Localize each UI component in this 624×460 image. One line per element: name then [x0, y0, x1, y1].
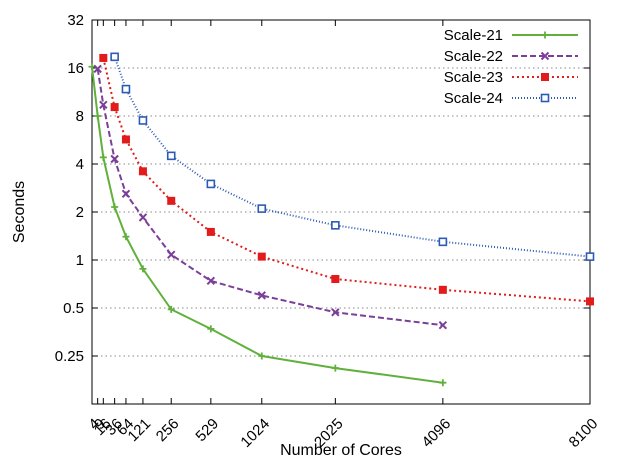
data-point-scale-21	[439, 379, 447, 387]
y-tick-label: 0.5	[63, 300, 84, 317]
data-series	[88, 52, 595, 387]
legend: Scale-21 Scale-22 Scale-23 Scale-24	[444, 27, 578, 107]
data-point-scale-21	[111, 203, 119, 211]
x-tick-label: 8100	[566, 415, 602, 451]
data-point-scale-22	[438, 320, 448, 330]
data-point-scale-21	[94, 112, 102, 120]
y-axis-label: Seconds	[11, 181, 28, 243]
series-line-scale-22	[96, 68, 444, 327]
data-point-scale-22	[121, 189, 131, 199]
y-tick-label: 2	[76, 204, 84, 221]
legend-label-scale-22: Scale-22	[444, 48, 503, 65]
data-point-scale-22	[138, 213, 148, 222]
x-tick-label: 256	[153, 415, 183, 445]
x-axis-label: Number of Cores	[280, 442, 402, 459]
data-point-scale-24	[331, 221, 340, 230]
data-point-scale-24	[110, 52, 119, 62]
series-scale-21	[88, 63, 447, 387]
legend-marker-scale-23	[541, 73, 549, 81]
legend-marker-scale-22	[540, 51, 550, 61]
x-tick-label: 1024	[237, 415, 273, 451]
data-point-scale-22	[257, 291, 266, 300]
data-point-scale-24	[121, 84, 131, 94]
data-point-scale-21	[122, 233, 130, 241]
data-point-scale-23	[121, 135, 130, 144]
y-tick-label: 32	[67, 12, 84, 29]
legend-label-scale-23: Scale-23	[444, 69, 503, 86]
y-tick-label: 4	[76, 156, 84, 173]
data-point-scale-21	[139, 265, 147, 273]
series-scale-22	[93, 64, 448, 330]
data-point-scale-21	[167, 305, 175, 313]
series-scale-24	[110, 52, 595, 261]
x-tick-label: 529	[192, 415, 222, 445]
data-point-scale-22	[167, 250, 176, 259]
data-point-scale-23	[110, 103, 119, 112]
series-line-scale-21	[91, 66, 444, 384]
data-point-scale-24	[206, 179, 216, 189]
data-point-scale-23	[99, 53, 108, 62]
y-tick-label: 16	[67, 60, 84, 77]
data-point-scale-22	[93, 64, 102, 74]
y-tick-label: 8	[76, 108, 84, 125]
series-line-scale-24	[113, 56, 591, 258]
y-tick-label: 1	[76, 252, 84, 269]
data-point-scale-23	[438, 285, 447, 294]
y-tick-label: 0.25	[55, 348, 84, 365]
gridlines	[92, 67, 590, 357]
y-axis: 0.25 0.5 1 2 4 8 16 32	[55, 12, 590, 365]
data-point-scale-23	[257, 252, 266, 261]
data-point-scale-23	[331, 275, 340, 284]
legend-label-scale-21: Scale-21	[444, 27, 503, 44]
data-point-scale-23	[167, 196, 176, 205]
data-point-scale-24	[585, 252, 595, 261]
data-point-scale-22	[206, 276, 216, 286]
series-scale-23	[99, 53, 594, 306]
data-point-scale-21	[99, 153, 107, 161]
x-tick-label: 4096	[419, 415, 455, 451]
data-point-scale-23	[138, 167, 147, 176]
legend-label-scale-24: Scale-24	[444, 90, 503, 107]
data-point-scale-21	[331, 364, 339, 372]
data-point-scale-23	[586, 297, 594, 306]
data-point-scale-23	[206, 227, 215, 236]
data-point-scale-21	[207, 325, 215, 333]
data-point-scale-24	[438, 237, 448, 247]
data-point-scale-22	[110, 154, 119, 164]
data-point-scale-24	[166, 151, 176, 161]
series-line-scale-23	[102, 57, 591, 303]
data-point-scale-22	[331, 308, 340, 317]
legend-marker-scale-21	[541, 31, 549, 39]
data-point-scale-21	[258, 352, 266, 360]
legend-marker-scale-24	[540, 93, 550, 103]
data-point-scale-24	[257, 204, 267, 213]
data-point-scale-24	[138, 116, 148, 125]
data-point-scale-22	[99, 100, 108, 110]
